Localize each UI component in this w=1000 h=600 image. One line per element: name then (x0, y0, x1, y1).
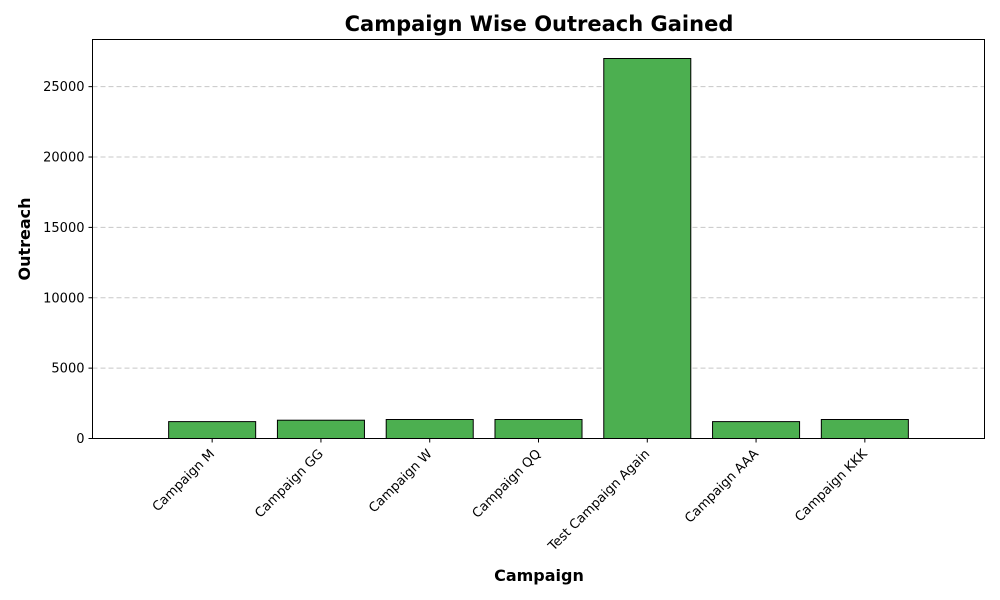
x-tick-label-6: Campaign KKK (792, 446, 871, 525)
x-tick-label-4: Test Campaign Again (545, 447, 653, 555)
y-axis-ticks: 0 5000 10000 15000 20000 25000 (43, 80, 93, 447)
bar-1 (276, 419, 365, 440)
x-axis-label: Campaign (494, 566, 584, 585)
bar-3 (494, 419, 583, 439)
y-tick-label-5: 25000 (43, 80, 84, 95)
x-tick-label-2: Campaign W (366, 447, 435, 516)
y-tick-label-3: 15000 (43, 221, 84, 236)
bar-4 (603, 58, 692, 439)
x-tick-label-0: Campaign M (150, 447, 218, 515)
y-tick-label-2: 10000 (43, 291, 84, 306)
x-tick-label-3: Campaign QQ (470, 447, 545, 522)
bar-0 (168, 421, 257, 440)
y-tick-label-0: 0 (76, 432, 84, 447)
bar-2 (385, 419, 474, 439)
bars (168, 58, 909, 440)
x-tick-label-1: Campaign GG (252, 447, 326, 521)
bar-5 (712, 421, 801, 440)
x-axis-ticks: Campaign M Campaign GG Campaign W Campaign … (150, 438, 871, 555)
chart-title: Campaign Wise Outreach Gained (345, 12, 734, 36)
bar-6 (820, 419, 909, 439)
y-axis-label: Outreach (15, 197, 34, 280)
x-tick-label-5: Campaign AAA (682, 447, 762, 527)
y-tick-label-4: 20000 (43, 151, 84, 166)
plot-frame (92, 39, 985, 439)
y-tick-label-1: 5000 (51, 362, 84, 377)
gridlines (92, 86, 985, 369)
